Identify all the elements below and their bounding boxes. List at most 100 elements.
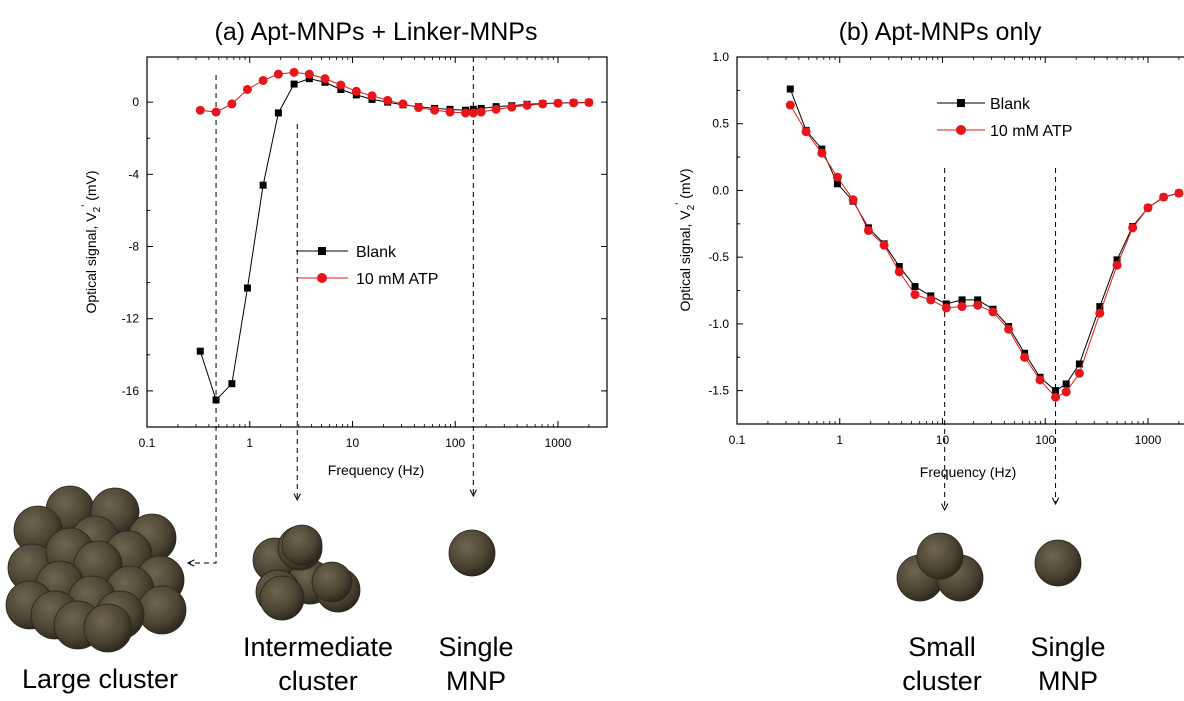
caption-single-b-line1: Single xyxy=(1030,632,1105,662)
data-point-blank xyxy=(337,85,345,93)
y-tick-label: -0.5 xyxy=(708,250,729,264)
caption-intermediate-line2: cluster xyxy=(278,666,358,696)
panel-a-x-axis: 0.1 1 10 100 1000 xyxy=(139,57,608,450)
x-tick-label: 10 xyxy=(346,436,360,450)
caption-large-cluster: Large cluster xyxy=(22,664,178,694)
x-tick-label: 100 xyxy=(1035,433,1055,447)
data-point-atp xyxy=(227,99,237,109)
data-point-atp xyxy=(801,127,811,137)
data-point-atp xyxy=(414,103,424,113)
y-tick-label: -1.0 xyxy=(708,317,729,331)
guide-large-cluster xyxy=(188,75,217,563)
data-point-blank xyxy=(228,380,236,388)
panel-b-legend: Blank 10 mM ATP xyxy=(937,96,1072,140)
data-point-atp xyxy=(1128,223,1138,233)
data-point-atp xyxy=(289,67,299,77)
panel-a-legend-atp-marker xyxy=(317,273,327,283)
data-point-blank xyxy=(212,396,220,404)
data-point-atp xyxy=(476,107,486,117)
data-point-atp xyxy=(1095,308,1105,318)
caption-single-a-line2: MNP xyxy=(446,666,506,696)
panel-b-y-label: Optical signal, V2' (mV) xyxy=(674,168,697,311)
data-point-atp xyxy=(863,225,873,235)
panel-b-x-label: Frequency (Hz) xyxy=(920,464,1016,480)
data-point-atp xyxy=(491,104,501,114)
data-point-blank xyxy=(1096,303,1104,311)
data-point-blank xyxy=(243,284,251,292)
y-tick-label: 0 xyxy=(132,95,139,109)
data-point-blank xyxy=(1075,360,1083,368)
x-tick-label: 1000 xyxy=(1135,433,1162,447)
x-tick-label: 1 xyxy=(836,433,843,447)
data-point-atp xyxy=(1174,188,1184,198)
caption-single-b-line2: MNP xyxy=(1038,666,1098,696)
nanoparticle xyxy=(448,529,496,577)
data-point-atp xyxy=(832,172,842,182)
caption-intermediate-line1: Intermediate xyxy=(243,632,393,662)
data-point-atp xyxy=(894,267,904,277)
data-point-atp xyxy=(351,86,361,96)
caption-single-a-line1: Single xyxy=(438,632,513,662)
data-point-atp xyxy=(879,240,889,250)
data-point-atp xyxy=(445,107,455,117)
data-point-blank xyxy=(196,347,204,355)
data-point-atp xyxy=(910,290,920,300)
small-cluster-illustration xyxy=(896,532,984,602)
panel-b-legend-atp-marker xyxy=(956,125,966,135)
data-point-atp xyxy=(941,303,951,313)
series-line-atp xyxy=(789,104,1180,398)
nanoparticle xyxy=(1034,539,1082,587)
panel-a-title: (a) Apt-MNPs + Linker-MNPs xyxy=(215,18,538,46)
single-mnp-illustration-b xyxy=(1034,539,1082,587)
data-point-atp xyxy=(553,98,563,108)
large-cluster-illustration xyxy=(5,485,187,653)
data-point-atp xyxy=(1074,368,1084,378)
panel-a-legend-atp: 10 mM ATP xyxy=(356,271,438,288)
data-point-atp xyxy=(258,75,268,85)
y-tick-label: -8 xyxy=(128,240,139,254)
nanoparticle xyxy=(137,585,187,635)
y-tick-label: -16 xyxy=(122,384,140,398)
data-point-atp xyxy=(973,300,983,310)
caption-small-line2: cluster xyxy=(902,666,982,696)
panel-b-plot-frame xyxy=(736,56,1184,425)
panel-a-series xyxy=(195,67,594,404)
data-point-atp xyxy=(926,295,936,305)
y-tick-label: -4 xyxy=(128,167,139,181)
data-point-atp xyxy=(1112,260,1122,270)
data-point-blank xyxy=(305,75,313,83)
panel-a-y-axis: 0 -4 -8 -12 -16 xyxy=(122,95,607,398)
data-point-blank xyxy=(958,296,966,304)
data-point-atp xyxy=(957,302,967,312)
data-point-atp xyxy=(468,108,478,118)
data-point-blank xyxy=(911,283,919,291)
intermediate-cluster-illustration xyxy=(252,524,361,621)
panel-b-legend-blank: Blank xyxy=(990,96,1031,113)
data-point-atp xyxy=(1159,192,1169,202)
panel-b: (b) Apt-MNPs only 1.00.50.0-0.5-1.0-1.5 … xyxy=(674,18,1184,510)
data-point-atp xyxy=(1004,324,1014,334)
panel-b-title: (b) Apt-MNPs only xyxy=(839,18,1042,46)
data-point-atp xyxy=(273,69,283,79)
series-line-blank xyxy=(199,78,589,401)
data-point-atp xyxy=(988,307,998,317)
data-point-atp xyxy=(398,99,408,109)
data-point-atp xyxy=(507,102,517,112)
data-point-atp xyxy=(211,107,221,117)
data-point-atp xyxy=(1143,203,1153,213)
data-point-atp xyxy=(320,74,330,84)
data-point-blank xyxy=(1062,380,1070,388)
data-point-atp xyxy=(430,105,440,115)
data-point-atp xyxy=(1020,352,1030,362)
panel-b-x-axis: 0.1 1 10 100 1000 xyxy=(729,57,1180,447)
data-point-atp xyxy=(304,69,314,79)
x-tick-label: 10 xyxy=(936,433,950,447)
nanoparticle xyxy=(281,524,323,566)
data-point-atp xyxy=(848,195,858,205)
nanoparticle xyxy=(83,603,133,653)
data-point-atp xyxy=(367,91,377,101)
panel-b-series xyxy=(785,85,1184,402)
data-point-atp xyxy=(1061,387,1071,397)
data-point-blank xyxy=(786,85,794,93)
